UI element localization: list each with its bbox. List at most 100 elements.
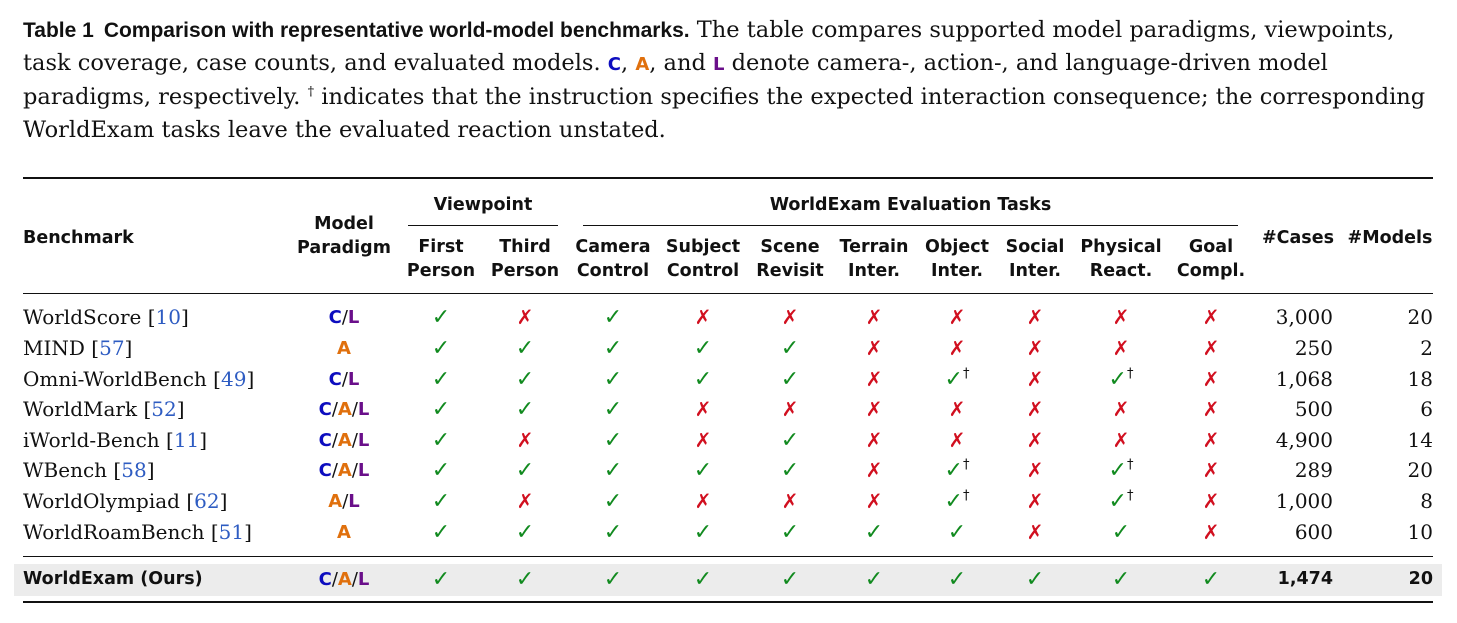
caption-paradigm-c: C [607, 54, 621, 75]
header-scene: Scene Revisit [740, 235, 840, 283]
mark-cell-terrain: ✗ [844, 394, 904, 425]
citation[interactable]: [11] [159, 428, 208, 452]
check-icon: ✓ [1108, 367, 1127, 392]
paradigm-code: A [328, 491, 343, 512]
citation[interactable]: [51] [204, 520, 252, 544]
paradigm-code: L [357, 460, 370, 481]
cross-icon: ✗ [1026, 397, 1044, 421]
check-icon: ✓ [1111, 567, 1131, 592]
table-row: Omni-WorldBench [49] C/L ✓ ✓ ✓ ✓ ✓ ✗ ✓† ✗ ✓† ✗ 1,068… [0, 364, 1457, 395]
caption-sep-2: , and [649, 50, 714, 76]
check-icon: ✓ [1201, 567, 1221, 592]
benchmark-name-cell: WorldMark [52] [23, 394, 185, 425]
cases-value: 1,000 [1275, 489, 1333, 513]
paradigm-code: C [318, 569, 332, 590]
cross-icon: ✗ [865, 458, 883, 482]
citation-number[interactable]: 57 [99, 336, 125, 360]
benchmark-name-cell: WorldOlympiad [62] [23, 486, 227, 517]
mark-cell-scene: ✓ [760, 517, 820, 548]
cross-icon: ✗ [1202, 367, 1220, 391]
header-social-line2: Inter. [1009, 261, 1061, 281]
cross-icon: ✗ [1026, 428, 1044, 452]
cross-icon: ✗ [1202, 305, 1220, 329]
citation[interactable]: [49] [206, 367, 255, 391]
mark-cell-subject: ✓ [673, 364, 733, 395]
mark-cell-scene: ✗ [760, 394, 820, 425]
mark-cell-camera: ✓ [583, 425, 643, 456]
benchmark-name: WorldScore [23, 305, 142, 329]
mark-cell-terrain: ✗ [844, 455, 904, 486]
check-icon: ✓ [947, 520, 967, 545]
mark-cell-scene: ✓ [760, 364, 820, 395]
cross-icon: ✗ [516, 305, 534, 329]
check-icon: ✓ [1108, 458, 1127, 483]
mark-cell-goal: ✗ [1181, 425, 1241, 456]
viewpoint-underline [408, 225, 558, 226]
check-icon: ✓ [780, 428, 800, 453]
cross-icon: ✗ [948, 428, 966, 452]
paradigm-code: A [337, 399, 352, 420]
check-icon: ✓ [603, 520, 623, 545]
mark-cell-scene: ✓ [760, 455, 820, 486]
mark-cell-scene: ✓ [760, 333, 820, 364]
paradigm-code: A [337, 430, 352, 451]
cases-value: 4,900 [1275, 428, 1333, 452]
check-icon: ✓ [431, 520, 451, 545]
citation-number[interactable]: 10 [155, 305, 181, 329]
paradigm-separator: / [331, 460, 338, 481]
cases-value: 3,000 [1275, 305, 1333, 329]
check-icon: ✓ [780, 458, 800, 483]
mark-cell-terrain: ✓ [844, 517, 904, 548]
header-physical-line2: React. [1089, 261, 1153, 281]
mark-cell-third: ✓ [495, 564, 555, 595]
check-icon: ✓ [515, 567, 535, 592]
citation-number[interactable]: 52 [151, 397, 177, 421]
header-subject-line2: Control [666, 261, 740, 281]
mark-cell-physical: ✓† [1091, 486, 1151, 517]
mark-cell-camera: ✓ [583, 302, 643, 333]
header-cases: #Cases [1261, 228, 1335, 248]
mark-cell-first: ✓ [411, 364, 471, 395]
dagger-note: † [1126, 366, 1134, 382]
check-icon: ✓ [431, 336, 451, 361]
paradigm-separator: / [341, 369, 348, 390]
header-scene-line2: Revisit [756, 261, 824, 281]
mark-cell-social: ✗ [1005, 394, 1065, 425]
cross-icon: ✗ [1112, 428, 1130, 452]
mark-cell-first: ✓ [411, 302, 471, 333]
paradigm-cell: C/A/L [294, 564, 394, 595]
citation[interactable]: [58] [107, 458, 155, 482]
check-icon: ✓ [431, 489, 451, 514]
mark-cell-third: ✗ [495, 486, 555, 517]
citation-number[interactable]: 49 [220, 367, 247, 391]
citation-number[interactable]: 58 [121, 458, 147, 482]
mark-cell-subject: ✗ [673, 394, 733, 425]
citation-number[interactable]: 62 [194, 489, 220, 513]
check-icon: ✓ [780, 336, 800, 361]
mark-cell-third: ✓ [495, 517, 555, 548]
check-icon: ✓ [947, 567, 967, 592]
benchmark-name-cell: WorldRoamBench [51] [23, 517, 252, 548]
cross-icon: ✗ [694, 489, 712, 513]
check-icon: ✓ [864, 567, 884, 592]
citation[interactable]: [62] [179, 489, 228, 513]
header-first-line2: Person [406, 261, 476, 281]
cross-icon: ✗ [865, 428, 883, 452]
citation[interactable]: [52] [137, 397, 185, 421]
mark-cell-social: ✓ [1005, 564, 1065, 595]
mark-cell-camera: ✓ [583, 394, 643, 425]
citation[interactable]: [10] [141, 305, 189, 329]
mark-cell-physical: ✗ [1091, 394, 1151, 425]
paradigm-code: L [348, 491, 360, 512]
mark-cell-first: ✓ [411, 425, 471, 456]
check-icon: ✓ [603, 567, 623, 592]
mark-cell-physical: ✗ [1091, 302, 1151, 333]
header-subject: Subject Control [653, 235, 753, 283]
citation[interactable]: [57] [84, 336, 133, 360]
table-row: WorldScore [10] C/L ✓ ✗ ✓ ✗ ✗ ✗ ✗ ✗ ✗ ✗ 3,000 20 [0, 302, 1457, 333]
check-icon: ✓ [603, 428, 623, 453]
citation-number[interactable]: 51 [218, 520, 245, 544]
ours-row: WorldExam (Ours) C/A/L ✓ ✓ ✓ ✓ ✓ ✓ ✓ ✓ ✓ ✓ 1,474 20 [0, 564, 1457, 595]
cross-icon: ✗ [1202, 336, 1220, 360]
citation-number[interactable]: 11 [173, 428, 200, 452]
